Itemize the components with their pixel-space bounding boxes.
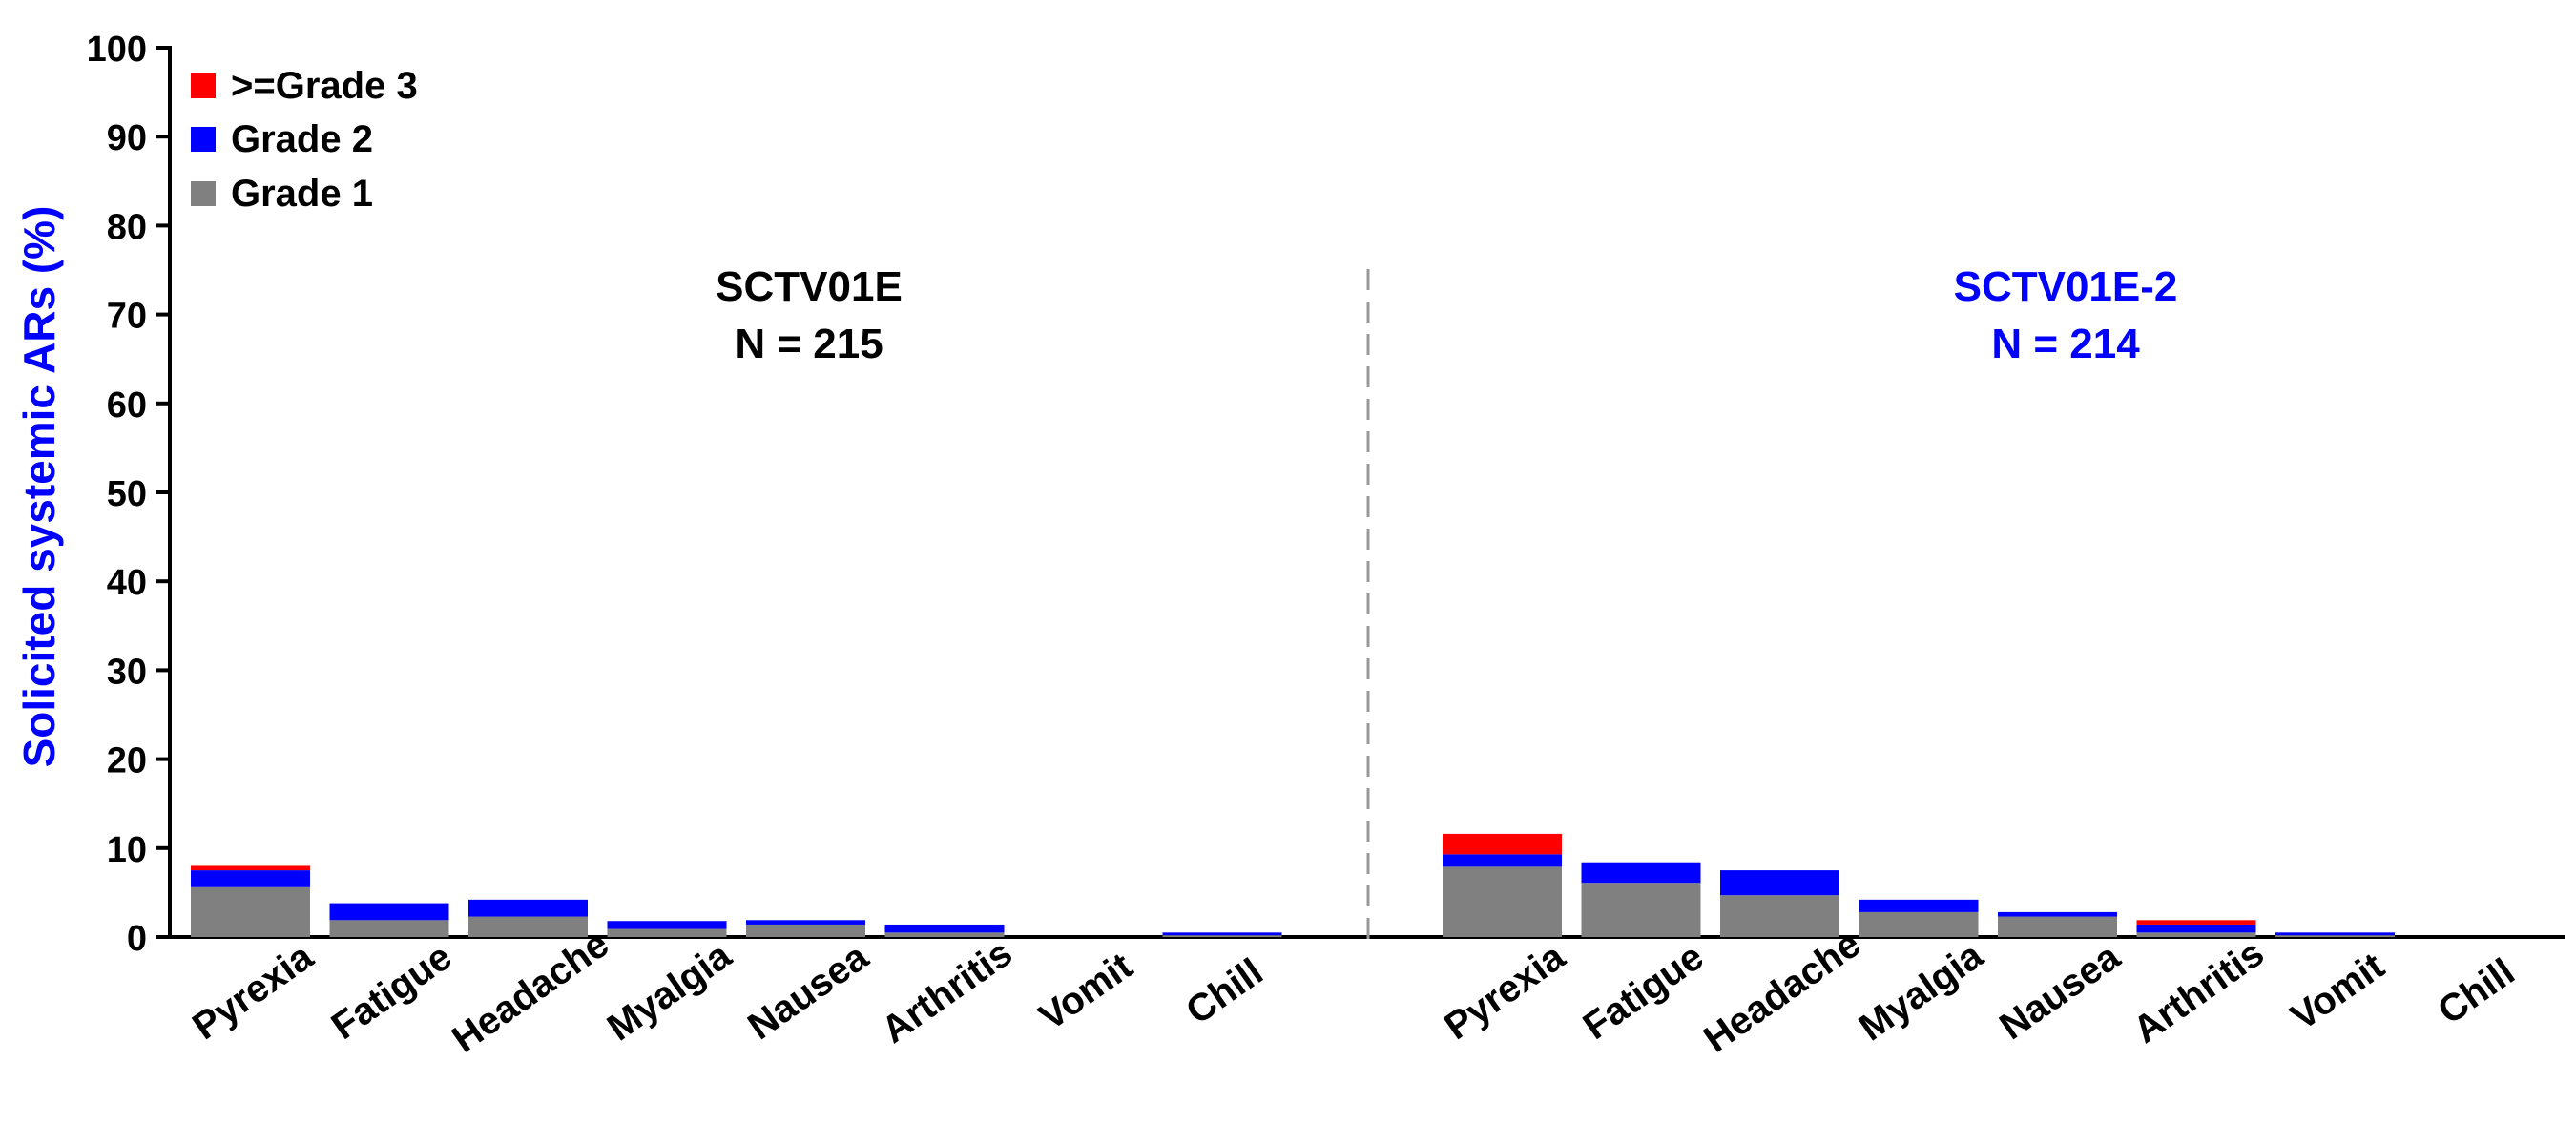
legend-swatch-grade1 xyxy=(191,181,216,206)
bar-sctv01e-2-arthritis-grade1 xyxy=(2136,932,2256,937)
bar-sctv01e-headache-grade2 xyxy=(468,899,588,917)
y-tick-label: 70 xyxy=(107,297,147,337)
bar-sctv01e-arthritis-grade1 xyxy=(884,932,1005,937)
x-tick-label: Vomit xyxy=(2283,945,2392,1038)
y-tick-label: 40 xyxy=(107,563,147,603)
bar-sctv01e-2-pyrexia-grade2 xyxy=(1443,854,1562,867)
axes xyxy=(156,46,2565,939)
legend: >=Grade 3 Grade 2 Grade 1 xyxy=(191,65,418,215)
y-tick-label: 10 xyxy=(107,830,147,870)
bar-sctv01e-fatigue-grade1 xyxy=(329,920,449,937)
bar-sctv01e-pyrexia-grade1 xyxy=(191,886,310,937)
group-n-sctv01e-2: N = 214 xyxy=(1991,321,2140,367)
legend-swatch-grade2 xyxy=(191,127,216,152)
x-tick-label: Vomit xyxy=(1031,945,1140,1038)
bar-sctv01e-pyrexia-grade3 xyxy=(191,865,310,871)
x-tick-label: Pyrexia xyxy=(185,935,321,1048)
x-tick-label: Headache xyxy=(1696,923,1868,1060)
y-tick-label: 90 xyxy=(107,118,147,158)
legend-label-grade3: >=Grade 3 xyxy=(231,65,418,107)
bar-sctv01e-myalgia-grade1 xyxy=(607,928,727,937)
bar-sctv01e-2-nausea-grade2 xyxy=(1998,911,2117,917)
bar-sctv01e-2-arthritis-grade3 xyxy=(2136,920,2256,925)
bar-sctv01e-2-fatigue-grade1 xyxy=(1581,883,1701,937)
y-tick-label: 50 xyxy=(107,474,147,514)
x-tick-label: Fatigue xyxy=(1576,936,1712,1049)
x-tick-label: Fatigue xyxy=(324,936,460,1049)
bar-sctv01e-2-fatigue-grade2 xyxy=(1581,862,1701,884)
legend-label-grade2: Grade 2 xyxy=(231,118,373,160)
bar-sctv01e-2-nausea-grade1 xyxy=(1998,916,2117,937)
legend-item-grade1: Grade 1 xyxy=(191,173,373,215)
group-title-sctv01e: SCTV01E xyxy=(716,263,903,310)
x-tick-label: Headache xyxy=(445,923,616,1060)
bar-sctv01e-2-vomit-grade2 xyxy=(2275,932,2395,936)
y-tick-label: 20 xyxy=(107,741,147,781)
bar-sctv01e-chill-grade1 xyxy=(1162,935,1282,937)
bar-sctv01e-chill-grade2 xyxy=(1162,932,1282,936)
bar-sctv01e-2-pyrexia-grade1 xyxy=(1443,866,1562,937)
bar-sctv01e-fatigue-grade2 xyxy=(329,903,449,921)
bars xyxy=(191,833,2395,937)
bar-sctv01e-2-arthritis-grade2 xyxy=(2136,924,2256,933)
legend-item-grade2: Grade 2 xyxy=(191,118,373,160)
bar-sctv01e-2-headache-grade1 xyxy=(1720,895,1839,937)
x-tick-label: Nausea xyxy=(1992,935,2128,1048)
group-n-sctv01e: N = 215 xyxy=(735,321,883,367)
x-tick-label: Arthritis xyxy=(2126,932,2272,1051)
y-tick-label: 30 xyxy=(107,652,147,692)
x-tick-label: Chill xyxy=(2430,950,2522,1032)
x-tick-label: Nausea xyxy=(740,935,876,1048)
bar-sctv01e-myalgia-grade2 xyxy=(607,921,727,929)
y-tick-label: 80 xyxy=(107,207,147,247)
group-title-sctv01e-2: SCTV01E-2 xyxy=(1954,263,2178,310)
bar-sctv01e-2-vomit-grade1 xyxy=(2275,935,2395,937)
legend-label-grade1: Grade 1 xyxy=(231,173,373,215)
bar-sctv01e-pyrexia-grade2 xyxy=(191,870,310,887)
bar-sctv01e-2-headache-grade2 xyxy=(1720,870,1839,896)
y-tick-label: 0 xyxy=(127,919,147,959)
x-tick-label: Myalgia xyxy=(1852,934,1991,1050)
bar-sctv01e-arthritis-grade2 xyxy=(884,924,1005,933)
x-tick-label: Pyrexia xyxy=(1437,935,1572,1048)
bar-sctv01e-2-myalgia-grade1 xyxy=(1859,911,1979,937)
bar-sctv01e-nausea-grade1 xyxy=(746,924,865,937)
y-axis-label: Solicited systemic ARs (%) xyxy=(14,206,64,768)
y-tick-label: 100 xyxy=(87,30,147,70)
legend-swatch-grade3 xyxy=(191,73,216,98)
bar-sctv01e-2-myalgia-grade2 xyxy=(1859,899,1979,912)
x-tick-label: Myalgia xyxy=(600,934,739,1050)
bar-sctv01e-2-pyrexia-grade3 xyxy=(1443,833,1562,855)
legend-item-grade3: >=Grade 3 xyxy=(191,65,418,107)
bar-sctv01e-headache-grade1 xyxy=(468,916,588,937)
bar-sctv01e-nausea-grade2 xyxy=(746,920,865,925)
y-tick-label: 60 xyxy=(107,385,147,426)
x-tick-label: Chill xyxy=(1178,950,1270,1032)
x-tick-label: Arthritis xyxy=(874,932,1020,1051)
